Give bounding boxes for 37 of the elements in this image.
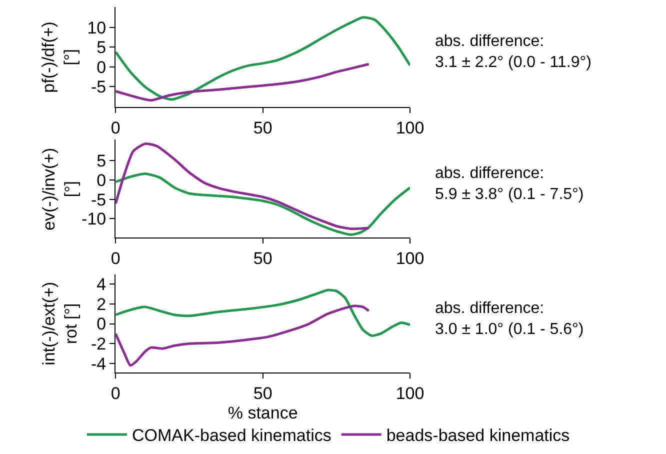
y-tick-label: -5 bbox=[91, 77, 106, 96]
text: abs. difference: 3.0 ± 1.0° (0.1 - 5.6°) bbox=[435, 300, 584, 338]
y-axis-title: ev(-)/inv(+) [°] bbox=[40, 148, 81, 230]
x-tick-label: 50 bbox=[253, 384, 272, 403]
y-tick-label: 5 bbox=[96, 38, 106, 58]
x-tick-label: 50 bbox=[253, 248, 272, 268]
line-series bbox=[116, 62, 370, 102]
y-tick-label: 0 bbox=[96, 170, 106, 190]
x-tick-label: 50 bbox=[253, 118, 272, 138]
line-series bbox=[116, 172, 410, 236]
y-tick-label: 0 bbox=[96, 314, 106, 334]
x-tick-label: 100 bbox=[396, 384, 424, 403]
x-tick-label: 100 bbox=[396, 248, 424, 268]
line-series bbox=[116, 288, 410, 337]
y-axis-title: int(-)/ext(+) rot [°] bbox=[40, 282, 81, 366]
y-tick-label: -10 bbox=[82, 210, 106, 229]
y-tick-label: 0 bbox=[96, 58, 106, 77]
y-tick-label: -5 bbox=[91, 190, 106, 210]
x-axis-title: % stance bbox=[228, 403, 298, 422]
line-series bbox=[116, 142, 370, 230]
line-series bbox=[116, 304, 370, 367]
y-axis-title: pf(-)/df(+) [°] bbox=[39, 22, 80, 93]
line-series bbox=[116, 16, 410, 101]
legend-label: beads-based kinematics bbox=[386, 426, 570, 446]
y-tick-label: 2 bbox=[96, 294, 106, 314]
y-tick-label: -4 bbox=[91, 354, 106, 374]
y-tick-label: 5 bbox=[96, 151, 106, 170]
x-tick-label: 0 bbox=[110, 248, 120, 268]
x-tick-label: 0 bbox=[110, 118, 120, 138]
y-tick-label: -2 bbox=[91, 334, 106, 354]
x-tick-label: 100 bbox=[396, 118, 424, 138]
y-tick-label: 4 bbox=[96, 275, 106, 294]
x-tick-label: 0 bbox=[110, 384, 120, 403]
text: abs. difference: 5.9 ± 3.8° (0.1 - 7.5°) bbox=[435, 165, 584, 203]
legend-label: COMAK-based kinematics bbox=[132, 426, 332, 446]
text: abs. difference: 3.1 ± 2.2° (0.0 - 11.9°) bbox=[435, 33, 592, 71]
y-tick-label: 10 bbox=[87, 18, 106, 38]
